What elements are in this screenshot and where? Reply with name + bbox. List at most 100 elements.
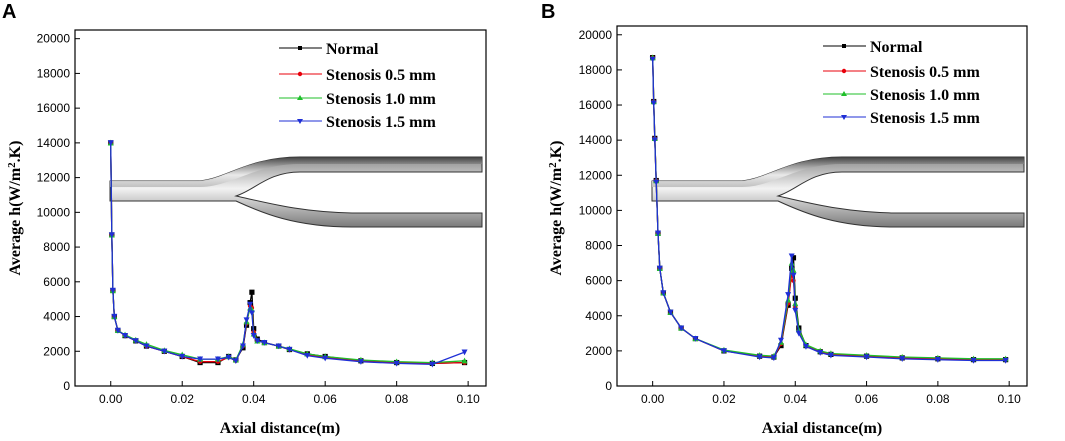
- data-point-stenosis-1-5-mm: [261, 339, 268, 346]
- y-tick-label: 8000: [43, 240, 70, 254]
- y-tick-label: 16000: [37, 101, 71, 115]
- series-normal-a: [108, 140, 468, 367]
- x-axis-title-a: Axial distance(m): [220, 420, 340, 437]
- data-point-stenosis-1-5-mm: [692, 335, 699, 342]
- x-axis-title-b: Axial distance(m): [762, 420, 882, 437]
- y-axis-ticks-b: 0 2000 4000 6000 8000 10000 12000 14000 16000 180…: [579, 28, 622, 393]
- data-point-stenosis-1-5-mm: [651, 137, 658, 144]
- data-point-stenosis-1-5-mm: [720, 348, 727, 355]
- y-tick-label: 10000: [579, 203, 613, 217]
- plot-frame-a: [74, 29, 487, 387]
- y-tick-label: 0: [605, 379, 612, 393]
- data-point-stenosis-1-5-mm: [304, 353, 311, 359]
- data-point-stenosis-1-5-mm: [109, 287, 116, 294]
- x-tick-label: 0.00: [99, 392, 123, 406]
- data-point-stenosis-1-5-mm: [429, 361, 436, 368]
- y-tick-label: 12000: [37, 171, 71, 185]
- legend-label-stenosis-1-0: Stenosis 1.0 mm: [326, 91, 436, 108]
- data-point-stenosis-1-5-mm: [649, 56, 656, 63]
- y-tick-label: 6000: [585, 274, 612, 288]
- plot-frame-b: [616, 25, 1028, 387]
- data-point-stenosis-1-5-mm: [322, 355, 329, 362]
- data-point-stenosis-1-5-mm: [286, 346, 293, 353]
- x-axis-ticks-a: 0.00 0.02 0.04 0.06 0.08 0.10: [99, 381, 480, 406]
- data-point-stenosis-1-5-mm: [122, 333, 129, 339]
- data-point-stenosis-1-5-mm: [393, 360, 400, 367]
- y-tick-label: 14000: [37, 136, 71, 150]
- x-tick-label: 0.00: [641, 392, 665, 406]
- y-tick-label: 18000: [37, 66, 71, 80]
- data-point-stenosis-1-5-mm: [114, 327, 121, 334]
- data-point-stenosis-1-5-mm: [214, 356, 221, 363]
- x-tick-label: 0.02: [712, 392, 736, 406]
- y-tick-label: 0: [63, 379, 70, 393]
- data-point-stenosis-1-5-mm: [179, 353, 186, 360]
- data-point-stenosis-1-5-mm: [899, 356, 906, 362]
- data-point-stenosis-1-5-mm: [792, 307, 799, 314]
- data-point-stenosis-1-5-mm: [248, 310, 255, 317]
- x-tick-label: 0.10: [997, 392, 1021, 406]
- panel-letter-b: B: [541, 1, 555, 23]
- plot-area-b: 0 2000 4000 6000 8000 10000 12000 14000 16000 180…: [579, 25, 1028, 406]
- data-point-stenosis-1-5-mm: [1002, 357, 1009, 364]
- series-stenosis-1-5-mm-a: [107, 140, 468, 368]
- data-point-stenosis-1-5-mm: [275, 343, 282, 350]
- x-tick-label: 0.04: [784, 392, 808, 406]
- panel-letter-a: A: [2, 1, 16, 23]
- data-point-stenosis-1-5-mm: [788, 253, 795, 260]
- series-line-normal: [110, 142, 465, 365]
- y-tick-label: 4000: [585, 309, 612, 323]
- data-point-stenosis-1-5-mm: [107, 140, 114, 147]
- series-stenosis-1-0-mm-a: [107, 139, 468, 366]
- panel-a: A 0 2000 4000 6000 8000 10000 12000 14000 16000 1…: [2, 1, 487, 437]
- data-point-stenosis-1-5-mm: [232, 358, 239, 365]
- x-tick-label: 0.08: [385, 392, 409, 406]
- legend-label-stenosis-0-5: Stenosis 0.5 mm: [326, 67, 436, 84]
- legend-b: Normal Stenosis 0.5 mm Stenosis 1.0 mm S…: [823, 39, 980, 127]
- legend-label-stenosis-1-5-b: Stenosis 1.5 mm: [870, 110, 980, 127]
- data-point-stenosis-1-5-mm: [247, 301, 254, 308]
- x-tick-label: 0.06: [313, 392, 337, 406]
- data-point-stenosis-1-0-mm: [461, 357, 468, 364]
- data-point-stenosis-1-5-mm: [650, 100, 657, 107]
- x-tick-label: 0.06: [855, 392, 879, 406]
- data-point-stenosis-1-5-mm: [934, 357, 941, 363]
- data-point-stenosis-1-5-mm: [678, 325, 685, 332]
- y-tick-label: 16000: [579, 98, 613, 112]
- plot-area-a: 0 2000 4000 6000 8000 10000 12000 14000 16000 180…: [37, 29, 487, 406]
- data-point-stenosis-1-5-mm: [660, 290, 667, 297]
- legend-label-stenosis-0-5-b: Stenosis 0.5 mm: [870, 64, 980, 81]
- data-point-stenosis-1-5-mm: [132, 338, 139, 345]
- series-group-b: [649, 54, 1009, 364]
- data-point-stenosis-1-5-mm: [143, 343, 150, 350]
- y-tick-label: 14000: [579, 133, 613, 147]
- data-point-stenosis-1-5-mm: [250, 333, 257, 339]
- series-group-a: [107, 139, 468, 368]
- series-line-stenosis-0-5-mm: [110, 142, 465, 365]
- x-tick-label: 0.10: [456, 392, 480, 406]
- data-point-stenosis-1-5-mm: [667, 309, 674, 316]
- data-point-stenosis-1-5-mm: [778, 337, 784, 344]
- data-point-stenosis-1-5-mm: [461, 349, 468, 356]
- y-tick-label: 8000: [585, 239, 612, 253]
- y-tick-label: 2000: [43, 344, 70, 358]
- y-tick-label: 20000: [37, 32, 71, 46]
- legend-label-normal-b: Normal: [870, 39, 923, 56]
- data-point-stenosis-1-5-mm: [243, 317, 250, 324]
- data-point-stenosis-1-5-mm: [225, 354, 232, 361]
- x-tick-label: 0.02: [171, 392, 195, 406]
- data-point-stenosis-1-5-mm: [756, 354, 763, 361]
- legend-label-stenosis-1-0-b: Stenosis 1.0 mm: [870, 87, 980, 104]
- series-stenosis-1-5-mm-b: [649, 56, 1009, 364]
- y-tick-label: 18000: [579, 63, 613, 77]
- legend-a: Normal Stenosis 0.5 mm Stenosis 1.0 mm S…: [279, 41, 436, 131]
- y-axis-title-b: Average h(W/m2.K): [547, 141, 565, 276]
- legend-label-stenosis-1-5: Stenosis 1.5 mm: [326, 114, 436, 131]
- x-tick-label: 0.08: [926, 392, 950, 406]
- y-tick-label: 2000: [585, 344, 612, 358]
- y-tick-label: 20000: [579, 28, 613, 42]
- y-tick-label: 10000: [37, 205, 71, 219]
- data-point-stenosis-1-5-mm: [790, 272, 797, 279]
- data-point-stenosis-1-5-mm: [817, 350, 824, 356]
